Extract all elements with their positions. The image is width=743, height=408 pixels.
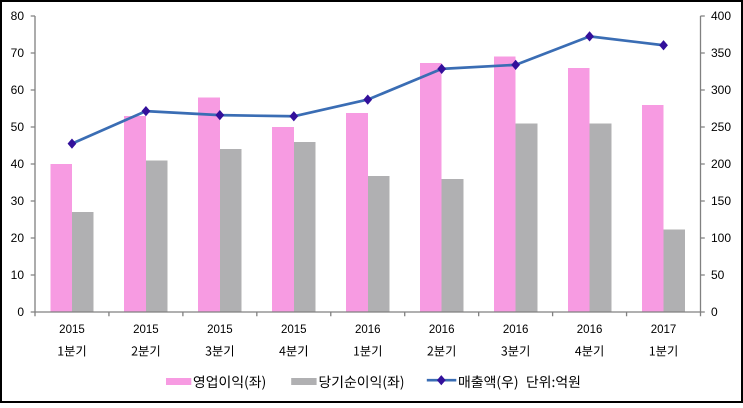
svg-text:2016: 2016	[355, 324, 381, 336]
svg-text:0: 0	[17, 305, 24, 319]
svg-text:2017: 2017	[651, 324, 677, 336]
svg-text:40: 40	[11, 157, 25, 171]
svg-text:10: 10	[11, 268, 25, 282]
svg-text:400: 400	[711, 9, 731, 23]
svg-text:70: 70	[11, 46, 25, 60]
svg-text:300: 300	[711, 83, 731, 97]
svg-text:350: 350	[711, 46, 731, 60]
svg-text:20: 20	[11, 231, 25, 245]
svg-text:0: 0	[711, 305, 718, 319]
svg-text:2015: 2015	[59, 324, 85, 336]
svg-text:2015: 2015	[207, 324, 233, 336]
svg-text:250: 250	[711, 120, 731, 134]
svg-text:60: 60	[11, 83, 25, 97]
svg-text:100: 100	[711, 231, 731, 245]
svg-text:2016: 2016	[429, 324, 455, 336]
svg-text:2016: 2016	[503, 324, 529, 336]
svg-text:50: 50	[11, 120, 25, 134]
svg-text:80: 80	[11, 9, 25, 23]
svg-text:2015: 2015	[133, 324, 159, 336]
svg-text:50: 50	[711, 268, 725, 282]
svg-text:30: 30	[11, 194, 25, 208]
svg-text:2015: 2015	[281, 324, 307, 336]
svg-text:200: 200	[711, 157, 731, 171]
svg-text:2016: 2016	[577, 324, 603, 336]
svg-text:150: 150	[711, 194, 731, 208]
